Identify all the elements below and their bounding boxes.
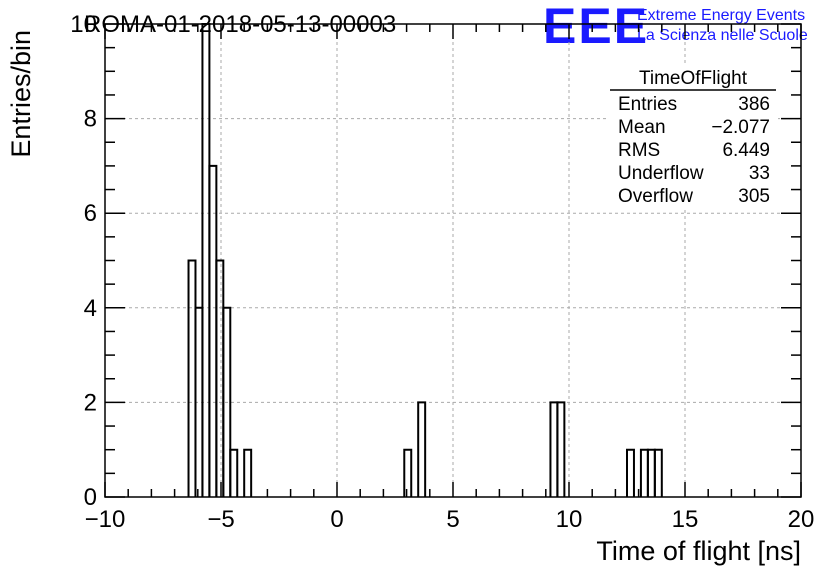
histogram-bin [403, 448, 413, 497]
stats-row-value: 6.449 [722, 140, 770, 161]
histogram-bin [222, 306, 232, 497]
stats-box: TimeOfFlight Entries 386 Mean −2.077 RMS… [608, 66, 778, 210]
y-axis-title: Entries/bin [6, 30, 36, 158]
x-axis-title: Time of flight [ns] [596, 536, 801, 566]
stats-row-value: −2.077 [711, 117, 770, 138]
histogram-bin [556, 401, 566, 497]
stats-row-label: Mean [618, 117, 666, 138]
stats-row-label: RMS [618, 140, 660, 161]
histogram-bin [187, 259, 197, 497]
histogram-bin [201, 23, 211, 497]
histogram-bins [187, 23, 663, 497]
x-tick-labels: −10 −5 0 5 10 15 20 [85, 506, 815, 533]
y-tick-label: 6 [84, 200, 97, 227]
histogram-bin [626, 448, 635, 497]
histogram-bin [208, 164, 218, 497]
grid-lines [105, 23, 801, 497]
stats-row-label: Overflow [618, 186, 693, 207]
logo-eee-text: EEE [543, 0, 649, 54]
x-tick-label: −5 [207, 506, 234, 533]
logo-line1: Extreme Energy Events [637, 7, 805, 24]
x-tick-label: 5 [446, 506, 459, 533]
y-tick-label: 2 [84, 389, 97, 416]
histogram-bin [243, 448, 253, 497]
stats-row-label: Entries [618, 94, 677, 115]
x-tick-label: 10 [556, 506, 583, 533]
x-tick-label: −10 [85, 506, 126, 533]
stats-row-label: Underflow [618, 163, 704, 184]
axis-ticks [104, 23, 802, 498]
x-tick-label: 0 [330, 506, 343, 533]
y-tick-labels: 0 2 4 6 8 10 [70, 11, 97, 511]
histogram-bin [639, 448, 649, 497]
histogram-bin [653, 448, 663, 497]
histogram-bin [417, 401, 427, 497]
logo-line2: La Scienza nelle Scuole [637, 27, 808, 44]
eee-logo: EEE Extreme Energy Events La Scienza nel… [543, 0, 808, 54]
stats-row-value: 386 [738, 94, 770, 115]
y-tick-label: 10 [70, 11, 97, 38]
histogram-bin [549, 401, 559, 497]
stats-row-value: 305 [738, 186, 770, 207]
stats-box-title: TimeOfFlight [639, 68, 748, 89]
y-tick-label: 8 [84, 106, 97, 133]
histogram-bin [646, 448, 656, 497]
y-tick-label: 0 [84, 484, 97, 511]
x-tick-label: 20 [788, 506, 815, 533]
histogram-bin [229, 448, 239, 497]
histogram-bin [215, 259, 225, 497]
stats-row-value: 33 [749, 163, 770, 184]
x-tick-label: 15 [672, 506, 699, 533]
y-tick-label: 4 [84, 295, 97, 322]
